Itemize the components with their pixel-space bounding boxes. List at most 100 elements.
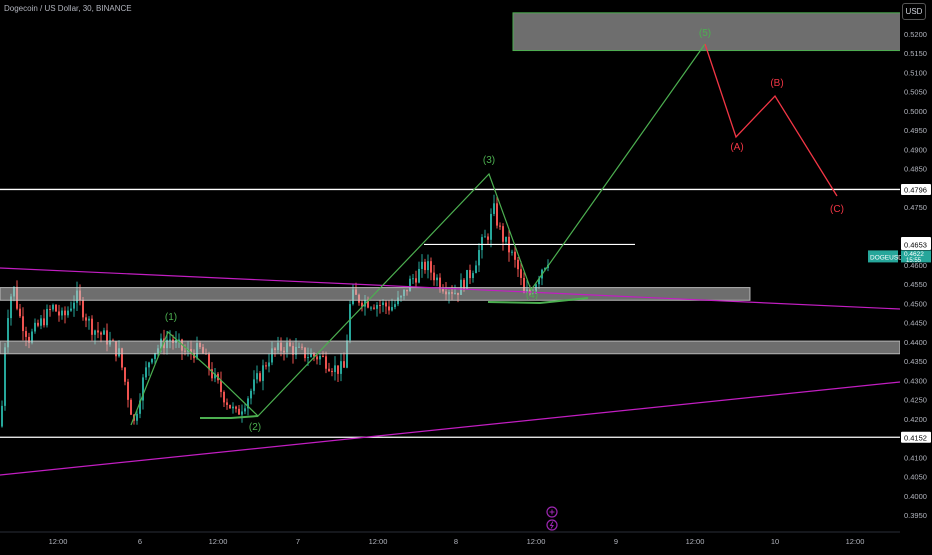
candle-body (61, 310, 63, 316)
time-tick-label: 6 (138, 537, 142, 546)
price-tick-label: 0.5100 (904, 68, 927, 77)
upper-trendline (0, 267, 901, 310)
candle-body (124, 367, 126, 382)
price-tick-label: 0.4500 (904, 299, 927, 308)
candle-body (40, 318, 42, 326)
time-tick-label: 10 (771, 537, 779, 546)
candle-body (271, 348, 273, 363)
wave-label: (A) (730, 142, 743, 153)
price-tick-label: 0.4750 (904, 203, 927, 212)
waves-layer: (1) (2) (3) (4) (5) (A) (B) (C) (130, 28, 844, 433)
candle-body (232, 406, 234, 409)
candle-body (70, 308, 72, 311)
candle-body (466, 270, 468, 289)
price-axis-bg (900, 0, 932, 532)
candle-body (154, 352, 156, 359)
candle-body (397, 297, 399, 305)
price-tick-label: 0.5150 (904, 49, 927, 58)
time-tick-label: 12:00 (209, 537, 228, 546)
price-tick-label: 0.4100 (904, 453, 927, 462)
wave-label: (B) (770, 78, 783, 89)
target-zone (512, 12, 925, 52)
wave-label: (2) (249, 422, 261, 433)
time-tick-label: 12:00 (369, 537, 388, 546)
candle-body (82, 300, 84, 318)
price-label-text: 0.4653 (904, 240, 927, 249)
candle-body (487, 236, 489, 240)
candle-body (523, 277, 525, 293)
lightning-icon[interactable] (546, 519, 558, 531)
candle-body (211, 369, 213, 379)
levels-layer (0, 188, 901, 476)
candle-body (178, 339, 180, 341)
price-axis[interactable]: 0.5200 0.5150 0.5100 0.5050 0.5000 0.4950 0.49… (868, 0, 932, 532)
candle-body (385, 302, 387, 307)
candle-body (34, 322, 36, 332)
candle-body (247, 398, 249, 409)
price-tick-label: 0.4950 (904, 126, 927, 135)
candle-body (340, 361, 342, 374)
price-tick-label: 0.4000 (904, 492, 927, 501)
candle-body (73, 302, 75, 309)
price-tick-label: 0.4300 (904, 376, 927, 385)
price-tick-label: 0.4350 (904, 357, 927, 366)
candle-body (436, 277, 438, 281)
candle-body (481, 237, 483, 251)
time-axis[interactable]: 12:00 6 12:00 7 12:00 8 12:00 9 12:00 10 12:00 (0, 531, 932, 550)
candle-body (409, 278, 411, 292)
candle-body (538, 278, 540, 285)
time-tick-label: 7 (296, 537, 300, 546)
toolbar-icons (546, 506, 558, 531)
candle-body (379, 304, 381, 306)
candle-body (97, 330, 99, 333)
price-label-tag (901, 431, 931, 443)
price-label-text: 0.4152 (904, 433, 927, 442)
candle-body (106, 330, 108, 345)
candle-body (94, 330, 96, 335)
candle-body (316, 356, 318, 360)
candle-body (130, 399, 132, 415)
candle-body (433, 272, 435, 281)
candles-layer (1, 194, 549, 428)
candle-body (37, 322, 39, 326)
time-tick-label: 12:00 (527, 537, 546, 546)
candle-body (544, 267, 546, 270)
candle-body (208, 353, 210, 370)
candle-body (439, 277, 441, 290)
candle-body (322, 355, 324, 357)
candle-body (226, 402, 228, 405)
candle-body (337, 365, 339, 374)
candle-body (493, 203, 495, 214)
correction-wave-path (704, 43, 838, 197)
candle-body (382, 302, 384, 306)
countdown-text: 15:55 (906, 258, 922, 264)
time-axis-bg (0, 532, 932, 550)
currency-button[interactable]: USD (902, 3, 926, 20)
candle-body (511, 251, 513, 253)
candle-body (499, 225, 501, 227)
candle-body (7, 318, 9, 348)
price-tick-label: 0.4450 (904, 319, 927, 328)
candle-body (169, 339, 171, 341)
candle-body (370, 307, 372, 309)
candle-body (151, 358, 153, 363)
candle-body (367, 300, 369, 308)
candle-body (265, 365, 267, 367)
price-label-tag (901, 183, 931, 195)
wave-label: (1) (165, 312, 177, 323)
candle-body (220, 380, 222, 392)
price-label-tag (901, 238, 931, 250)
candle-body (472, 273, 474, 279)
candle-body (49, 308, 51, 310)
candle-body (361, 302, 363, 307)
plus-circle-icon[interactable] (546, 506, 558, 518)
price-tick-label: 0.4400 (904, 338, 927, 347)
candle-body (250, 390, 252, 399)
candle-body (10, 296, 12, 319)
candle-body (325, 356, 327, 369)
candle-body (235, 406, 237, 409)
candle-body (412, 278, 414, 280)
time-tick-label: 8 (454, 537, 458, 546)
